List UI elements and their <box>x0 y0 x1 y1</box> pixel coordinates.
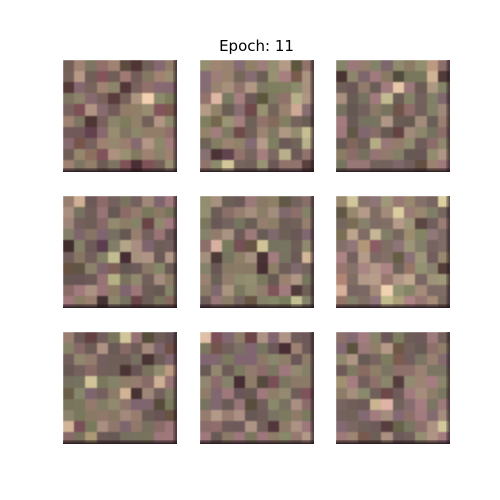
figure-title: Epoch: 11 <box>219 37 294 55</box>
generated-sample-image <box>63 60 177 172</box>
generated-sample-image <box>63 196 177 308</box>
generated-sample-image <box>336 332 450 444</box>
generated-sample-image <box>336 60 450 172</box>
generated-sample-image <box>200 196 314 308</box>
generated-sample-image <box>200 332 314 444</box>
generated-sample-image <box>336 196 450 308</box>
generated-sample-image <box>200 60 314 172</box>
generated-sample-image <box>63 332 177 444</box>
